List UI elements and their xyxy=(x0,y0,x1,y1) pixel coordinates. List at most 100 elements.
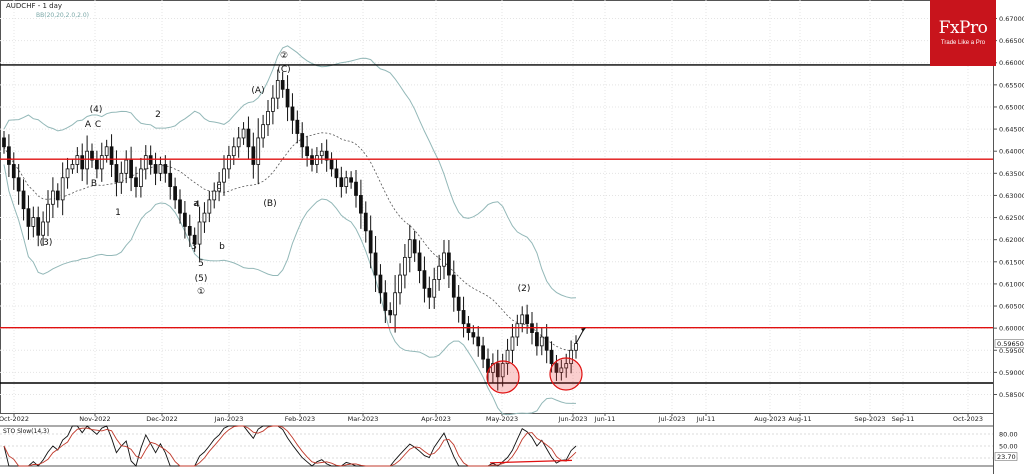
candle xyxy=(569,349,573,364)
candle xyxy=(456,296,461,311)
bollinger-middle-band xyxy=(3,132,577,352)
candle xyxy=(388,310,393,316)
candle xyxy=(437,265,441,280)
candle xyxy=(187,226,192,236)
candle xyxy=(65,168,70,179)
candle xyxy=(134,177,138,187)
candle xyxy=(525,314,529,325)
time-tick-label: May-2023 xyxy=(486,415,518,423)
candle xyxy=(31,217,36,227)
candle xyxy=(432,279,437,298)
oscillator-title: STO Slow(14,3) xyxy=(3,428,50,435)
candle xyxy=(515,323,520,338)
oscillator-value-label: 23.70 xyxy=(997,453,1016,461)
time-tick-label: Jun-2023 xyxy=(557,415,587,423)
wave-label-c-minor: c xyxy=(217,182,222,192)
candle xyxy=(212,190,217,201)
wave-label-2-major: (2) xyxy=(518,284,531,294)
wave-label-b-minor: b xyxy=(219,242,225,252)
candle xyxy=(55,190,60,201)
candle xyxy=(178,199,182,214)
price-tick-label: 0.67000 xyxy=(999,15,1024,23)
candle xyxy=(246,128,251,148)
candle xyxy=(36,217,41,236)
candle xyxy=(26,208,31,227)
candle xyxy=(447,252,451,276)
price-tick-label: 0.64000 xyxy=(999,148,1024,156)
current-price-box xyxy=(994,339,1024,348)
candle xyxy=(2,137,6,148)
candle xyxy=(183,212,187,227)
candle xyxy=(339,177,344,187)
candle xyxy=(505,349,510,364)
time-tick-label: Apr-2023 xyxy=(421,415,451,423)
candle xyxy=(85,150,89,170)
candle xyxy=(280,80,285,90)
candle xyxy=(319,150,324,157)
candle xyxy=(300,133,305,148)
candle xyxy=(163,164,168,174)
candle xyxy=(129,159,133,179)
candle xyxy=(21,190,26,210)
candle xyxy=(192,234,197,245)
time-tick-label: Sep-2023 xyxy=(854,415,885,423)
candle xyxy=(95,159,99,170)
candle xyxy=(520,314,525,325)
candle xyxy=(148,155,153,165)
candle xyxy=(202,212,207,223)
candle xyxy=(266,110,270,126)
wave-label-5-major: (5) xyxy=(195,274,208,284)
candle xyxy=(310,155,314,165)
candle xyxy=(559,367,564,373)
candle xyxy=(51,190,55,205)
time-tick-label: Jul-11 xyxy=(696,415,715,423)
time-tick-label: Feb-2023 xyxy=(285,415,315,423)
oscillator-tick-label: 50.00 xyxy=(999,443,1018,451)
candle xyxy=(481,345,485,360)
price-tick-label: 0.62000 xyxy=(999,236,1024,244)
wave-label-1-circled: ① xyxy=(197,287,205,297)
candle xyxy=(373,252,378,276)
candle xyxy=(75,155,80,165)
time-tick-label: Dec-2022 xyxy=(146,415,177,423)
wave-label-b: B xyxy=(91,179,97,189)
wave-label-5: 5 xyxy=(198,259,204,269)
time-tick-label: Oct-2023 xyxy=(953,415,983,423)
oscillator-tick-label: 80.00 xyxy=(999,431,1018,439)
wave-label-b-major: (B) xyxy=(263,199,276,209)
candle xyxy=(554,363,559,373)
wave-label-2-circled: ② xyxy=(280,51,288,61)
candle xyxy=(99,155,104,170)
candle xyxy=(535,332,539,347)
candle xyxy=(564,363,569,369)
price-tick-label: 0.60500 xyxy=(999,303,1024,311)
price-tick-label: 0.62500 xyxy=(999,214,1024,222)
candle xyxy=(574,343,578,351)
candle xyxy=(90,150,94,161)
candle xyxy=(383,292,388,311)
candle xyxy=(295,119,300,134)
candle xyxy=(70,164,75,170)
candle xyxy=(60,177,65,201)
candle xyxy=(451,274,456,298)
brand-logo: FxPro Trade Like a Pro xyxy=(930,0,996,66)
candle xyxy=(378,274,383,294)
candle xyxy=(393,292,397,316)
time-tick-label: Sep-11 xyxy=(892,415,915,423)
wave-label-a: A xyxy=(85,120,92,130)
time-tick-label: Oct-2022 xyxy=(0,415,29,423)
candle xyxy=(275,80,280,99)
candle xyxy=(271,97,275,112)
candle xyxy=(173,186,177,201)
candle xyxy=(80,155,85,170)
candle xyxy=(197,221,202,245)
candle xyxy=(104,146,109,157)
candle xyxy=(236,137,241,148)
wave-label-3: (3) xyxy=(40,238,53,248)
plot-frame xyxy=(0,0,994,414)
forecast-arrow-line xyxy=(575,328,585,344)
price-tick-label: 0.65500 xyxy=(999,81,1024,89)
candle xyxy=(329,159,334,170)
